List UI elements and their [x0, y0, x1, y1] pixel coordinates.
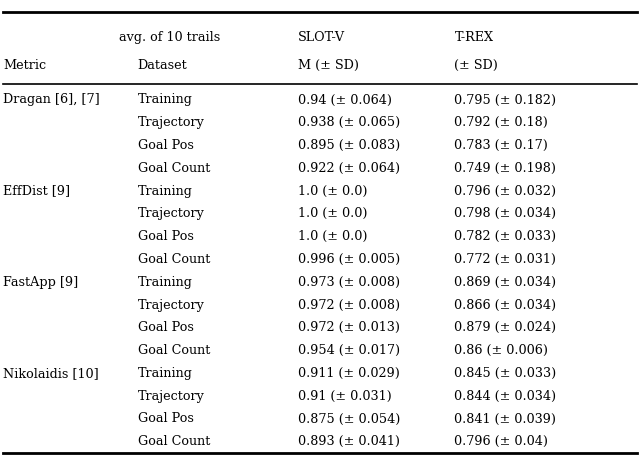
Text: 0.91 (± 0.031): 0.91 (± 0.031) — [298, 390, 391, 403]
Text: Metric: Metric — [3, 59, 46, 72]
Text: 1.0 (± 0.0): 1.0 (± 0.0) — [298, 230, 367, 243]
Text: 0.972 (± 0.008): 0.972 (± 0.008) — [298, 299, 400, 312]
Text: Goal Count: Goal Count — [138, 162, 210, 175]
Text: 0.86 (± 0.006): 0.86 (± 0.006) — [454, 344, 548, 357]
Text: 0.879 (± 0.024): 0.879 (± 0.024) — [454, 321, 557, 334]
Text: Goal Pos: Goal Pos — [138, 321, 193, 334]
Text: Training: Training — [138, 367, 193, 380]
Text: 0.922 (± 0.064): 0.922 (± 0.064) — [298, 162, 400, 175]
Text: 0.996 (± 0.005): 0.996 (± 0.005) — [298, 253, 400, 266]
Text: 0.875 (± 0.054): 0.875 (± 0.054) — [298, 412, 400, 425]
Text: M (± SD): M (± SD) — [298, 59, 358, 72]
Text: 0.845 (± 0.033): 0.845 (± 0.033) — [454, 367, 557, 380]
Text: 0.938 (± 0.065): 0.938 (± 0.065) — [298, 116, 400, 129]
Text: Goal Pos: Goal Pos — [138, 139, 193, 152]
Text: Goal Count: Goal Count — [138, 344, 210, 357]
Text: 0.954 (± 0.017): 0.954 (± 0.017) — [298, 344, 400, 357]
Text: T-REX: T-REX — [454, 31, 493, 44]
Text: Training: Training — [138, 276, 193, 289]
Text: EffDist [9]: EffDist [9] — [3, 185, 70, 198]
Text: 0.792 (± 0.18): 0.792 (± 0.18) — [454, 116, 548, 129]
Text: 0.94 (± 0.064): 0.94 (± 0.064) — [298, 93, 392, 106]
Text: Goal Pos: Goal Pos — [138, 230, 193, 243]
Text: 0.783 (± 0.17): 0.783 (± 0.17) — [454, 139, 548, 152]
Text: 0.911 (± 0.029): 0.911 (± 0.029) — [298, 367, 399, 380]
Text: Trajectory: Trajectory — [138, 390, 204, 403]
Text: 0.749 (± 0.198): 0.749 (± 0.198) — [454, 162, 556, 175]
Text: 0.866 (± 0.034): 0.866 (± 0.034) — [454, 299, 557, 312]
Text: 0.893 (± 0.041): 0.893 (± 0.041) — [298, 435, 399, 448]
Text: Goal Pos: Goal Pos — [138, 412, 193, 425]
Text: 0.782 (± 0.033): 0.782 (± 0.033) — [454, 230, 557, 243]
Text: Trajectory: Trajectory — [138, 116, 204, 129]
Text: 0.772 (± 0.031): 0.772 (± 0.031) — [454, 253, 556, 266]
Text: 0.798 (± 0.034): 0.798 (± 0.034) — [454, 207, 557, 220]
Text: 0.841 (± 0.039): 0.841 (± 0.039) — [454, 412, 556, 425]
Text: Training: Training — [138, 185, 193, 198]
Text: Dragan [6], [7]: Dragan [6], [7] — [3, 93, 100, 106]
Text: 0.869 (± 0.034): 0.869 (± 0.034) — [454, 276, 557, 289]
Text: 0.796 (± 0.032): 0.796 (± 0.032) — [454, 185, 557, 198]
Text: 0.796 (± 0.04): 0.796 (± 0.04) — [454, 435, 548, 448]
Text: Dataset: Dataset — [138, 59, 188, 72]
Text: (± SD): (± SD) — [454, 59, 499, 72]
Text: FastApp [9]: FastApp [9] — [3, 276, 79, 289]
Text: Training: Training — [138, 93, 193, 106]
Text: 0.795 (± 0.182): 0.795 (± 0.182) — [454, 93, 557, 106]
Text: 1.0 (± 0.0): 1.0 (± 0.0) — [298, 207, 367, 220]
Text: SLOT-V: SLOT-V — [298, 31, 345, 44]
Text: 0.972 (± 0.013): 0.972 (± 0.013) — [298, 321, 399, 334]
Text: Trajectory: Trajectory — [138, 207, 204, 220]
Text: Goal Count: Goal Count — [138, 253, 210, 266]
Text: Goal Count: Goal Count — [138, 435, 210, 448]
Text: Nikolaidis [10]: Nikolaidis [10] — [3, 367, 99, 380]
Text: 0.844 (± 0.034): 0.844 (± 0.034) — [454, 390, 557, 403]
Text: Trajectory: Trajectory — [138, 299, 204, 312]
Text: avg. of 10 trails: avg. of 10 trails — [119, 31, 220, 44]
Text: 1.0 (± 0.0): 1.0 (± 0.0) — [298, 185, 367, 198]
Text: 0.895 (± 0.083): 0.895 (± 0.083) — [298, 139, 400, 152]
Text: 0.973 (± 0.008): 0.973 (± 0.008) — [298, 276, 400, 289]
